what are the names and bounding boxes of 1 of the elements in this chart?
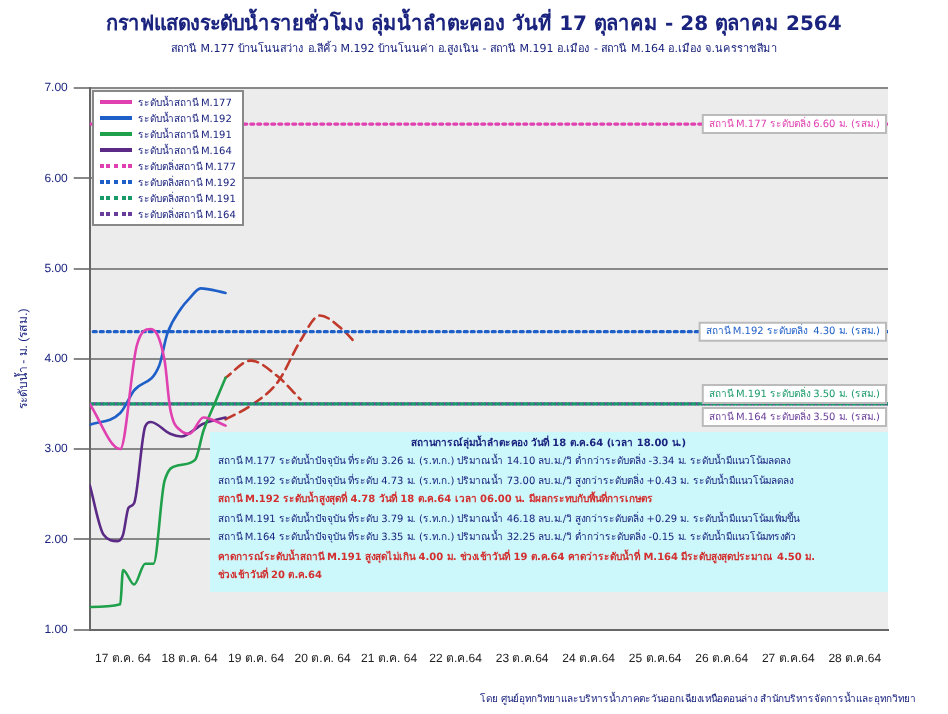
- chart-title: กราฟแสดงระดับน้ำรายชั่วโมง ลุ่มน้ำลำตะคอง วันที่ 17 ตุลาคม - 28 ตุลาคม 2564: [104, 8, 844, 38]
